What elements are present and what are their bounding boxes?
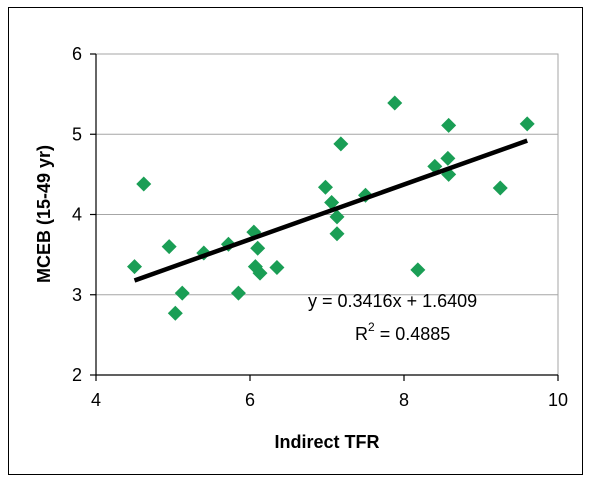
data-points (127, 95, 535, 321)
x-tick-label: 10 (548, 390, 568, 410)
x-tick-label: 4 (91, 390, 101, 410)
data-point (250, 240, 266, 256)
equation-label: y = 0.3416x + 1.6409 (308, 291, 477, 311)
data-point (333, 136, 349, 152)
data-point (329, 209, 345, 225)
r-squared-label: R2 = 0.4885 (355, 320, 450, 344)
data-point (174, 285, 190, 301)
y-tick-label: 4 (72, 205, 82, 225)
y-tick-label: 5 (72, 124, 82, 144)
data-point (492, 180, 508, 196)
y-tick-label: 6 (72, 44, 82, 64)
r-squared-symbol: R (355, 324, 368, 344)
y-tick-label: 2 (72, 365, 82, 385)
data-point (167, 305, 183, 321)
data-point (387, 95, 403, 111)
y-tick-labels: 2 3 4 5 6 (72, 44, 82, 385)
y-tick-label: 3 (72, 285, 82, 305)
trendline-group (133, 138, 528, 283)
trendline (133, 138, 528, 283)
data-point (127, 259, 142, 275)
x-axis-title: Indirect TFR (274, 432, 379, 452)
data-point (161, 239, 177, 255)
data-point (329, 226, 345, 242)
data-point (230, 285, 246, 301)
gridlines (96, 133, 558, 296)
data-point (136, 176, 152, 192)
x-tick-label: 6 (245, 390, 255, 410)
axes (90, 53, 559, 381)
data-point (441, 117, 457, 133)
data-point (317, 179, 333, 195)
x-tick-labels: 4 6 8 10 (91, 390, 568, 410)
data-point (440, 150, 456, 166)
data-point (519, 116, 535, 132)
r-squared-exponent: 2 (368, 320, 375, 334)
x-tick-label: 8 (399, 390, 409, 410)
data-point (324, 194, 340, 210)
data-point (252, 265, 268, 281)
data-point (269, 259, 285, 275)
y-axis-title: MCEB (15-49 yr) (34, 145, 54, 283)
data-point (410, 262, 426, 278)
data-point (247, 259, 263, 275)
r-squared-value: = 0.4885 (375, 324, 451, 344)
